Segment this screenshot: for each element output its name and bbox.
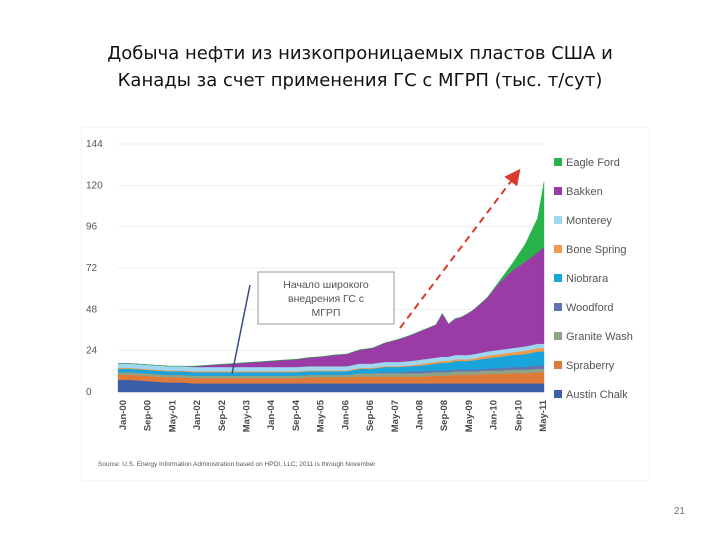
x-tick-label: Sep-10: [513, 400, 524, 431]
legend-label: Monterey: [566, 215, 612, 227]
slide-title-line-1: Добыча нефти из низкопроницаемых пластов…: [107, 43, 613, 64]
x-tick-label: Jan-04: [266, 399, 277, 430]
legend-swatch: [554, 332, 562, 340]
legend-swatch: [554, 216, 562, 224]
annotation-text-line-3: МГРП: [312, 307, 341, 319]
legend-swatch: [554, 187, 562, 195]
x-tick-label: May-09: [464, 400, 475, 432]
x-tick-label: Sep-04: [291, 399, 302, 431]
x-tick-label: May-05: [316, 399, 327, 432]
legend-swatch: [554, 303, 562, 311]
legend-swatch: [554, 245, 562, 253]
x-tick-label: Jan-02: [192, 400, 203, 430]
chart-panel: Jan-00 Sep-00 May-01 Jan-02 Sep-02 May-03 Jan-…: [82, 128, 648, 480]
legend-label: Niobrara: [566, 273, 609, 285]
x-tick-label: Sep-02: [217, 400, 228, 431]
annotation-text-line-1: Начало широкого: [283, 279, 369, 291]
chart-source-note: Source: U.S. Energy Information Administ…: [98, 461, 376, 468]
y-tick-label: 96: [86, 222, 98, 233]
x-tick-label: Sep-00: [143, 400, 154, 431]
x-tick-label: Jan-06: [340, 400, 351, 430]
y-tick-label: 120: [86, 180, 103, 191]
annotation-pointer-line: [231, 284, 251, 375]
legend-swatch: [554, 390, 562, 398]
trend-arrow: [399, 168, 521, 329]
area-eagle-ford: [118, 181, 545, 367]
slide-title-line-2: Канады за счет применения ГС с МГРП (тыс…: [117, 70, 603, 91]
x-tick-label: Jan-00: [118, 400, 129, 430]
legend-swatch: [554, 274, 562, 282]
y-tick-label: 144: [86, 139, 103, 150]
legend-label: Austin Chalk: [566, 389, 628, 401]
legend-label: Bakken: [566, 186, 603, 198]
x-tick-label: May-07: [390, 400, 401, 432]
legend-label: Spraberry: [566, 360, 615, 372]
x-tick-label: May-03: [242, 400, 253, 432]
legend-swatch: [554, 158, 562, 166]
y-tick-label: 72: [86, 263, 98, 274]
legend-label: Woodford: [566, 302, 614, 314]
x-tick-label: Jan-10: [489, 400, 500, 430]
slide-number: 21: [673, 506, 685, 517]
x-tick-label: May-01: [167, 399, 178, 432]
legend-label: Eagle Ford: [566, 157, 620, 169]
x-tick-label: Sep-08: [439, 400, 450, 431]
annotation-box: [257, 271, 395, 325]
y-tick-label: 24: [86, 346, 98, 357]
x-tick-label: May-11: [538, 399, 549, 431]
y-tick-label: 0: [86, 387, 92, 398]
stacked-area-chart: Jan-00 Sep-00 May-01 Jan-02 Sep-02 May-03 Jan-…: [86, 139, 633, 468]
y-tick-label: 48: [86, 304, 98, 315]
legend-label: Granite Wash: [566, 331, 633, 343]
legend-swatch: [554, 361, 562, 369]
x-tick-label: Jan-08: [414, 400, 425, 430]
x-tick-label: Sep-06: [365, 400, 376, 431]
legend-label: Bone Spring: [566, 244, 627, 256]
slide-title: Добыча нефти из низкопроницаемых пластов…: [40, 40, 680, 94]
annotation-text-line-2: внедрения ГС с: [288, 293, 364, 305]
